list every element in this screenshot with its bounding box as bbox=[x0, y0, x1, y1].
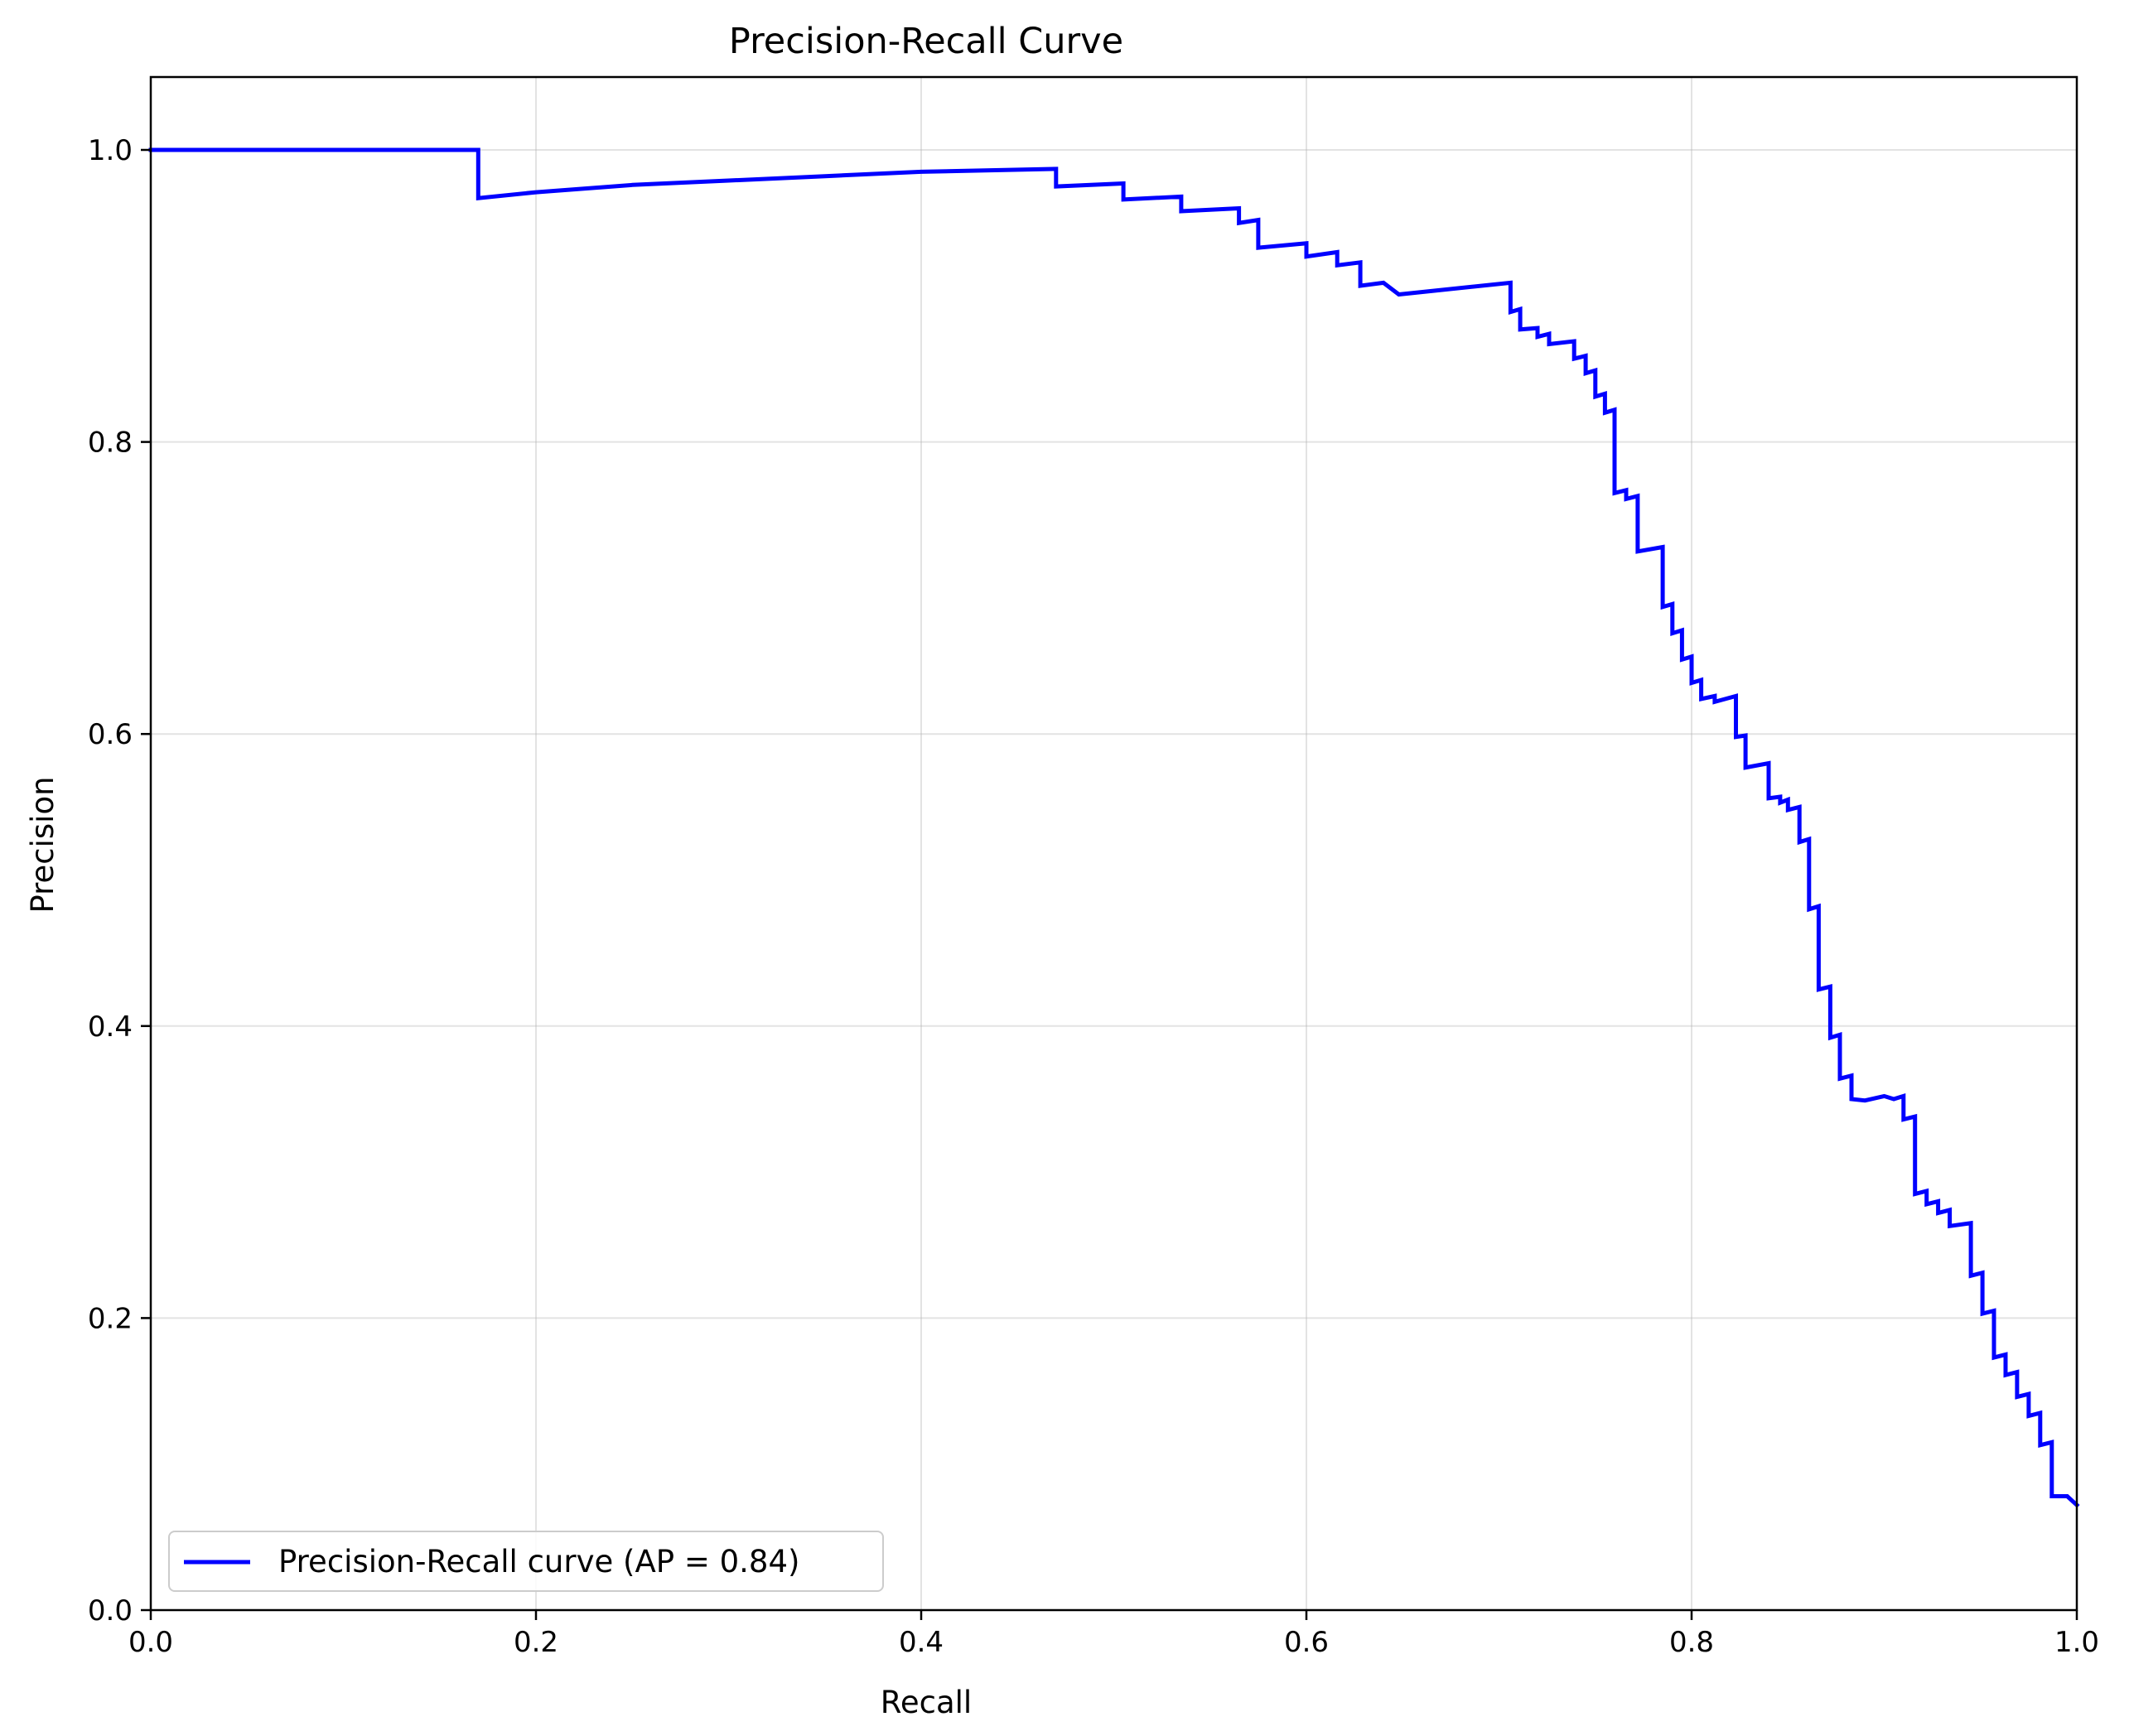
x-tick-label: 0.6 bbox=[1284, 1626, 1329, 1659]
plot-frame bbox=[149, 75, 2078, 1612]
y-tick-label: 0.0 bbox=[88, 1594, 133, 1628]
legend: Precision-Recall curve (AP = 0.84) bbox=[168, 1531, 884, 1592]
chart-title: Precision-Recall Curve bbox=[729, 21, 1123, 62]
x-tick-label: 0.2 bbox=[514, 1626, 558, 1659]
x-tick-label: 0.4 bbox=[899, 1626, 944, 1659]
y-tick-label: 1.0 bbox=[88, 134, 133, 167]
legend-box bbox=[168, 1531, 884, 1592]
x-tick-label: 0.8 bbox=[1669, 1626, 1714, 1659]
y-tick-label: 0.6 bbox=[88, 718, 133, 751]
axis-ticks: 0.0 0.2 0.4 0.6 0.8 1.0 0.0 0.2 0.4 0.6 0.8 1.0 bbox=[88, 134, 2099, 1659]
y-tick-label: 0.2 bbox=[88, 1302, 133, 1335]
x-tick-label: 1.0 bbox=[2054, 1626, 2099, 1659]
x-axis-label: Recall bbox=[881, 1685, 972, 1720]
grid-lines bbox=[150, 77, 2078, 1611]
legend-entry-label: Precision-Recall curve (AP = 0.84) bbox=[278, 1544, 799, 1579]
series-layer bbox=[148, 147, 2080, 1508]
x-tick-label: 0.0 bbox=[128, 1626, 173, 1659]
y-tick-label: 0.4 bbox=[88, 1010, 133, 1044]
series-line-pr-curve bbox=[148, 147, 2080, 1508]
y-tick-label: 0.8 bbox=[88, 427, 133, 460]
y-axis-label: Precision bbox=[25, 776, 60, 913]
